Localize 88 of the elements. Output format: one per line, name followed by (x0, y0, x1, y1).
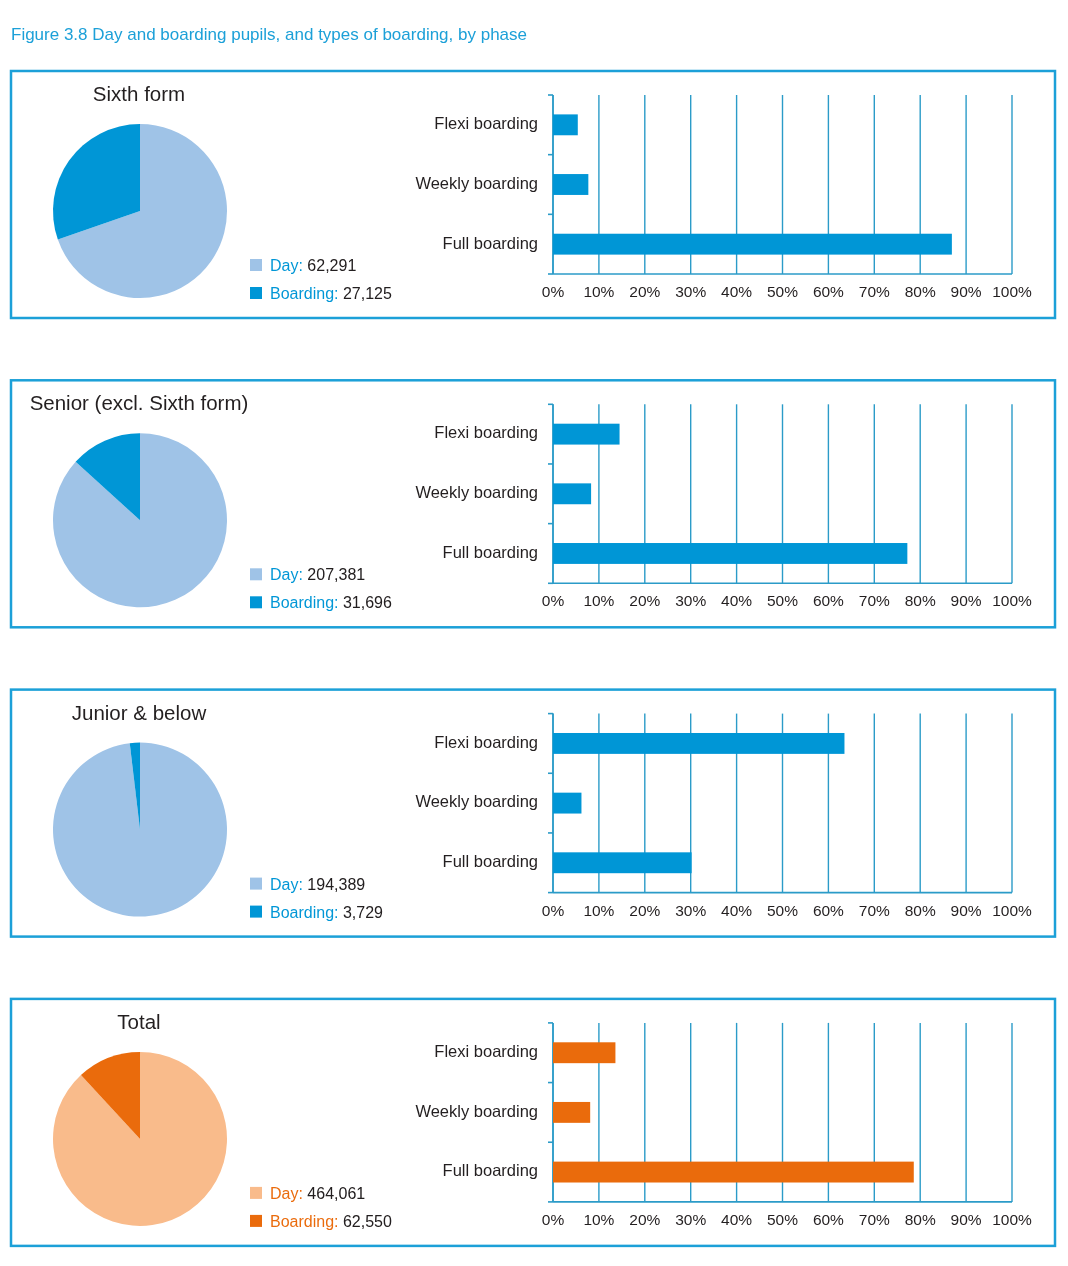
x-tick-label: 70% (858, 283, 891, 300)
y-tick-label: Weekly boarding (415, 173, 538, 192)
x-tick-label: 30% (675, 1210, 707, 1228)
chart-title: Total (117, 1009, 161, 1033)
x-tick-label: 70% (858, 1210, 891, 1228)
bar (553, 233, 952, 255)
x-tick-label: 80% (904, 283, 936, 300)
bar (553, 114, 578, 136)
x-tick-label: 50% (766, 592, 799, 610)
y-tick-label: Full boarding (442, 542, 538, 561)
legend-label: Day: 207,381 (270, 566, 366, 584)
pie-slice (57, 124, 227, 298)
x-tick-label: 0% (541, 592, 565, 610)
x-tick-label: 100% (992, 283, 1033, 300)
x-tick-label: 80% (904, 901, 936, 919)
legend-label: Day: 464,061 (270, 1184, 366, 1202)
x-tick-label: 20% (629, 592, 661, 610)
chart-title: Senior (excl. Sixth form) (29, 391, 249, 415)
x-tick-label: 60% (812, 1210, 845, 1228)
legend-label: Day: 194,389 (270, 875, 366, 893)
x-tick-label: 50% (766, 901, 799, 919)
x-tick-label: 100% (992, 1210, 1033, 1228)
x-tick-label: 90% (950, 283, 982, 300)
x-tick-label: 10% (583, 592, 615, 610)
y-tick-label: Flexi boarding (434, 732, 538, 751)
x-tick-label: 50% (766, 283, 799, 300)
y-tick-label: Weekly boarding (415, 1101, 538, 1120)
pie-slice (53, 1051, 227, 1226)
x-tick-label: 90% (950, 592, 982, 610)
x-tick-label: 10% (583, 901, 615, 919)
bar (553, 543, 908, 564)
x-tick-label: 70% (858, 592, 891, 610)
x-tick-label: 60% (812, 901, 845, 919)
x-tick-label: 30% (675, 592, 707, 610)
y-tick-label: Flexi boarding (434, 114, 538, 133)
x-tick-label: 40% (721, 283, 753, 300)
y-tick-label: Weekly boarding (415, 483, 538, 502)
bar (553, 792, 582, 814)
pie-slice (53, 124, 140, 240)
chart-title: Junior & below (71, 700, 207, 724)
chart-title: Sixth form (92, 82, 186, 105)
x-tick-label: 50% (766, 1210, 799, 1228)
x-tick-label: 80% (904, 1210, 936, 1228)
x-tick-label: 20% (629, 283, 661, 300)
x-tick-label: 70% (858, 901, 891, 919)
x-tick-label: 20% (629, 1210, 661, 1228)
pie-slice (53, 433, 227, 608)
x-tick-label: 60% (812, 592, 845, 610)
bar (553, 483, 592, 505)
y-tick-label: Full boarding (442, 852, 538, 871)
x-tick-label: 10% (583, 1210, 615, 1228)
pie-slice (53, 742, 227, 917)
legend-label: Day: 62,291 (270, 257, 357, 274)
bar (553, 1161, 914, 1183)
y-tick-label: Flexi boarding (434, 1042, 538, 1061)
bar (553, 1042, 616, 1064)
x-tick-label: 0% (541, 901, 565, 919)
y-tick-label: Weekly boarding (415, 792, 538, 811)
x-tick-label: 0% (541, 283, 565, 300)
bar (553, 174, 589, 195)
x-tick-label: 80% (904, 592, 936, 610)
y-tick-label: Flexi boarding (434, 423, 538, 442)
bar (553, 423, 620, 445)
x-tick-label: 0% (541, 1210, 565, 1228)
x-tick-label: 30% (675, 901, 707, 919)
pie-slice (80, 1051, 140, 1139)
x-tick-label: 40% (721, 901, 753, 919)
y-tick-label: Full boarding (442, 1161, 538, 1180)
legend-label: Boarding: 3,729 (270, 903, 384, 921)
caption: Figure 3.8 Day and boarding pupils, and types of boarding, by phase (11, 25, 528, 44)
x-tick-label: 90% (950, 901, 982, 919)
x-tick-label: 100% (992, 592, 1033, 610)
x-tick-label: 60% (812, 283, 845, 300)
x-tick-label: 10% (583, 283, 615, 300)
legend-label: Boarding: 31,696 (270, 594, 392, 612)
x-tick-label: 100% (992, 901, 1033, 919)
x-tick-label: 90% (950, 1210, 982, 1228)
bar (553, 852, 692, 874)
bar (553, 1101, 591, 1123)
bar (553, 732, 845, 754)
y-tick-label: Full boarding (442, 233, 538, 252)
x-tick-label: 40% (721, 592, 753, 610)
x-tick-label: 40% (721, 1210, 753, 1228)
legend-label: Boarding: 62,550 (270, 1212, 392, 1230)
legend-label: Boarding: 27,125 (270, 285, 392, 302)
x-tick-label: 20% (629, 901, 661, 919)
x-tick-label: 30% (675, 283, 707, 300)
pie-slice (75, 433, 140, 521)
